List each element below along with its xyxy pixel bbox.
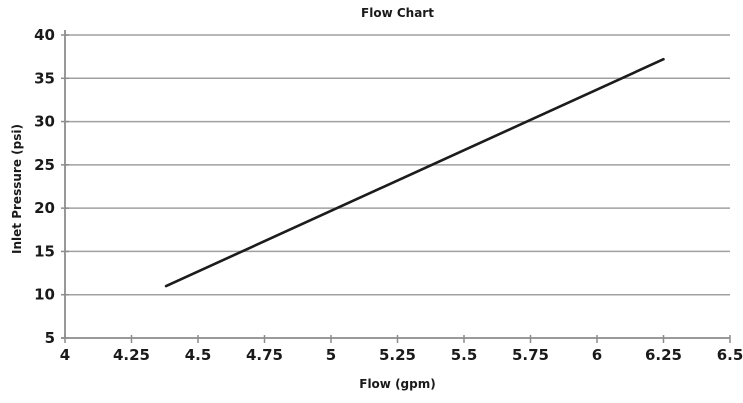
x-tick-label: 4	[60, 346, 70, 364]
data-line	[164, 57, 665, 288]
x-axis-title: Flow (gpm)	[359, 377, 436, 391]
y-tick-label: 30	[34, 113, 55, 131]
y-tick-label: 20	[34, 199, 55, 217]
x-tick-label: 4.75	[246, 346, 283, 364]
x-tick-label: 5.5	[451, 346, 478, 364]
y-tick-label: 25	[34, 156, 55, 174]
y-tick-label: 10	[34, 286, 55, 304]
y-tick-label: 40	[34, 26, 55, 44]
x-tick-label: 5	[326, 346, 336, 364]
y-axis-title: Inlet Pressure (psi)	[10, 124, 24, 254]
x-tick-label: 6	[592, 346, 602, 364]
x-tick-label: 5.25	[379, 346, 416, 364]
chart-title: Flow Chart	[361, 6, 434, 20]
x-tick-label: 4.5	[185, 346, 212, 364]
x-tick-label: 6.25	[645, 346, 682, 364]
y-tick-label: 15	[34, 242, 55, 260]
x-tick-label: 4.25	[113, 346, 150, 364]
y-tick-label: 35	[34, 69, 55, 87]
y-tick-label: 5	[45, 329, 55, 347]
x-tick-label: 5.75	[512, 346, 549, 364]
x-tick-label: 6.5	[717, 346, 743, 364]
